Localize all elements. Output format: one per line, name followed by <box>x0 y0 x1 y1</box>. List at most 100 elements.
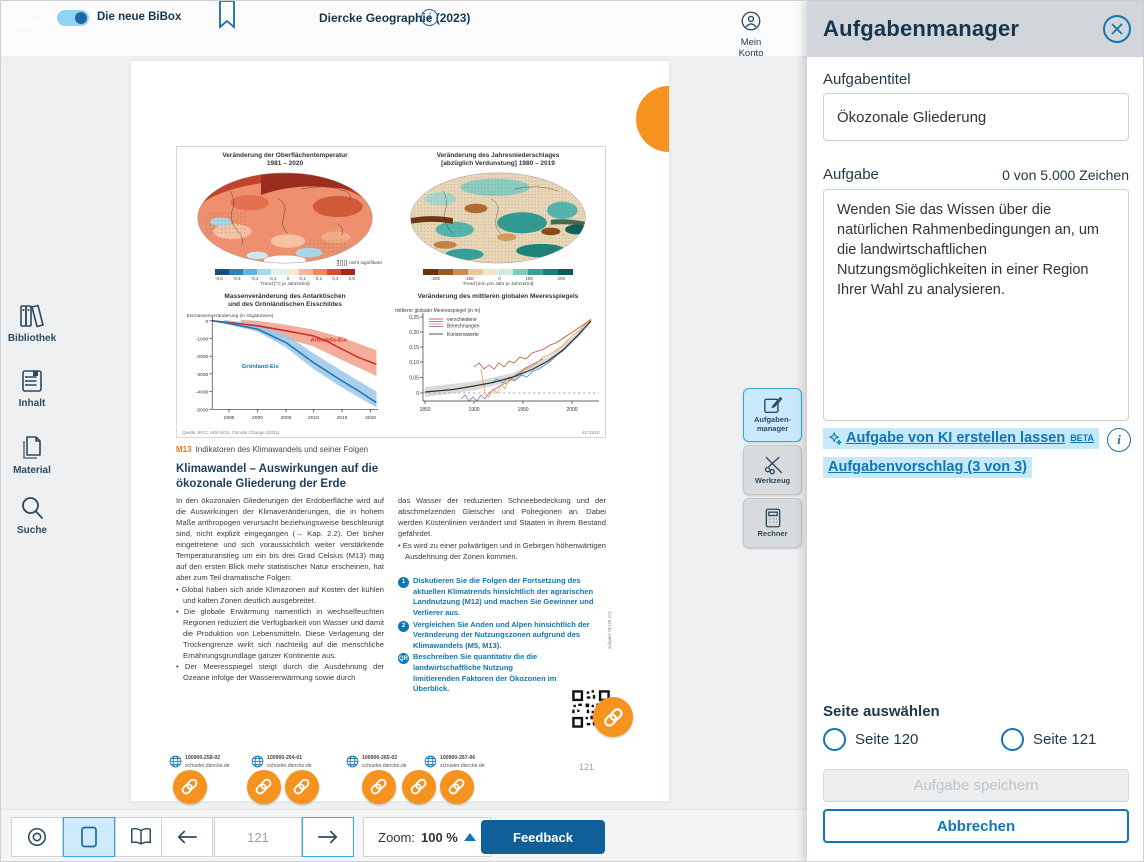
sea-level-legend: verschiedene Berechnungen Konsenswerte <box>429 317 480 338</box>
svg-text:-1000: -1000 <box>196 337 209 343</box>
aufgabenmanager-panel: Aufgabenmanager Aufgabentitel Aufgabe 0 … <box>807 1 1143 861</box>
tool-aufgabenmanager[interactable]: Aufgaben-manager <box>743 388 802 442</box>
weblink-dot-6[interactable] <box>440 770 474 804</box>
close-icon[interactable] <box>1103 15 1131 43</box>
radio-circle <box>823 728 846 751</box>
book-info-icon[interactable]: i <box>421 9 438 26</box>
previous-page-button[interactable] <box>161 817 213 857</box>
material-icon <box>23 436 41 459</box>
svg-text:Antarktis-Eis: Antarktis-Eis <box>311 338 348 344</box>
account-button[interactable]: Mein Konto <box>727 11 775 59</box>
chart-ice-mass: Massenveränderung des Antarktischen und d… <box>183 293 387 427</box>
svg-text:-5000: -5000 <box>196 408 209 414</box>
sidebar-label: Material <box>13 465 51 476</box>
svg-text:0,10: 0,10 <box>409 360 419 366</box>
tool-rechner[interactable]: Rechner <box>743 498 802 548</box>
svg-text:0,20: 0,20 <box>409 330 419 336</box>
temperature-color-scale: -0,6 -0,4 -0,2 -0,1 0 0,1 0,2 0,4 0,6 Trend [°C … <box>215 269 355 287</box>
page-select-radios: Seite 120 Seite 121 <box>823 728 1129 754</box>
text-column-left: In den ökozonalen Gliederungen der Erdob… <box>176 495 384 696</box>
textbook-page: Veränderung der Oberflächentemperatur 198… <box>131 61 669 804</box>
task-number-badge: 1 <box>398 577 409 588</box>
new-bibox-toggle[interactable] <box>57 10 89 26</box>
bibox-logo: BiBox <box>15 17 47 29</box>
sidebar-item-inhalt[interactable]: Inhalt <box>1 368 63 409</box>
sparkle-icon <box>829 432 842 445</box>
sidebar-item-bibliothek[interactable]: Bibliothek <box>1 303 63 344</box>
zoom-control[interactable]: Zoom: 100 % <box>363 817 491 857</box>
weblink-dot-qr[interactable] <box>593 697 633 737</box>
chapter-edge-tab <box>636 86 669 152</box>
sidebar-item-suche[interactable]: Suche <box>1 495 63 536</box>
beta-badge: BETA <box>1070 433 1095 443</box>
radio-seite-120[interactable]: Seite 120 <box>823 728 918 751</box>
world-map-temperature <box>197 172 373 264</box>
ki-create-link[interactable]: Aufgabe von KI erstellen lassen BETA <box>823 428 1100 449</box>
svg-text:0: 0 <box>416 391 419 397</box>
aufgabenvorschlag-link[interactable]: Aufgabenvorschlag (3 von 3) <box>823 457 1033 478</box>
tool-werkzeug[interactable]: Werkzeug <box>743 445 802 495</box>
bookmark-icon[interactable] <box>216 1 238 31</box>
globe-icon <box>169 755 182 768</box>
page-number: 121 <box>579 762 595 772</box>
svg-text:Eismassenveränderung (in Gigat: Eismassenveränderung (in Gigatonnen) <box>187 313 274 319</box>
svg-text:1995: 1995 <box>223 415 234 421</box>
cancel-button[interactable]: Abbrechen <box>823 809 1129 843</box>
svg-text:1850: 1850 <box>419 407 430 413</box>
sidebar-label: Bibliothek <box>7 333 57 344</box>
svg-text:0: 0 <box>206 319 209 325</box>
globe-icon <box>346 755 359 768</box>
chevron-up-icon <box>463 833 476 841</box>
contents-icon <box>22 370 42 392</box>
significance-note: nicht signifikant <box>337 260 382 266</box>
feedback-button[interactable]: Feedback <box>481 820 605 854</box>
svg-text:1950: 1950 <box>517 407 528 413</box>
double-page-view-button[interactable] <box>115 817 167 857</box>
calculator-icon <box>765 508 780 528</box>
title-field-label: Aufgabentitel <box>823 71 911 88</box>
svg-text:-3000: -3000 <box>196 372 209 378</box>
page-heading: Klimawandel – Auswirkungen auf die ökozon… <box>176 463 379 490</box>
weblink-dot-2[interactable] <box>247 770 281 804</box>
task-textarea[interactable]: Wenden Sie das Wissen über die natürlich… <box>823 189 1129 421</box>
weblink-dot-5[interactable] <box>402 770 436 804</box>
precipitation-color-scale: -200 -100 0 100 200 Trend [mm pro Jahr je Ja… <box>423 269 573 287</box>
weblink-dot-1[interactable] <box>173 770 207 804</box>
task-field-label: Aufgabe <box>823 166 879 183</box>
char-counter: 0 von 5.000 Zeichen <box>1002 167 1129 183</box>
topbar: BiBox Die neue BiBox Diercke Geographie … <box>1 1 807 59</box>
svg-text:Grönland-Eis: Grönland-Eis <box>242 364 280 370</box>
svg-text:0,15: 0,15 <box>409 345 419 351</box>
save-task-button[interactable]: Aufgabe speichern <box>823 769 1129 802</box>
weblink-entry-3[interactable]: 100900-265-02 schueler.diercke.de <box>346 755 407 771</box>
weblink-entry-1[interactable]: 100900-258-02 schueler.diercke.de <box>169 755 230 771</box>
sea-level-chart: mittlerer globaler Meeresspiegel (in m) <box>395 308 599 413</box>
arrow-left-icon <box>177 830 197 844</box>
page-select-label: Seite auswählen <box>823 703 940 720</box>
ki-info-icon[interactable]: i <box>1107 428 1131 452</box>
radio-seite-121[interactable]: Seite 121 <box>1001 728 1096 751</box>
toggle-knob <box>75 12 87 24</box>
edit-square-icon <box>763 397 782 414</box>
sidebar-label: Suche <box>16 525 47 536</box>
globe-icon <box>251 755 264 768</box>
weblink-dot-4[interactable] <box>362 770 396 804</box>
svg-text:Berechnungen: Berechnungen <box>447 324 480 330</box>
next-page-button[interactable] <box>302 817 354 857</box>
single-page-view-button[interactable] <box>63 817 115 857</box>
weblink-dot-3[interactable] <box>285 770 319 804</box>
sidebar-item-material[interactable]: Material <box>1 435 63 476</box>
vorschlag-row: Aufgabenvorschlag (3 von 3) <box>823 457 1033 478</box>
focus-mode-button[interactable] <box>11 817 63 857</box>
weblink-entry-4[interactable]: 100900-267-06 schueler.diercke.de <box>424 755 485 771</box>
title-field-input[interactable] <box>823 93 1129 141</box>
map-precipitation: Veränderung des Jahresniederschlages [abz… <box>395 152 601 287</box>
search-icon <box>22 497 43 519</box>
body-text: In den ökozonalen Gliederungen der Erdob… <box>176 495 606 696</box>
page-number-input[interactable] <box>214 817 302 857</box>
task-list: 1 Diskutieren Sie die Folgen der Fortset… <box>398 576 606 695</box>
weblink-entry-2[interactable]: 100900-264-01 schueler.diercke.de <box>251 755 312 771</box>
svg-text:mittlerer globaler Meeresspieg: mittlerer globaler Meeresspiegel (in m) <box>395 308 481 314</box>
sidebar-label: Inhalt <box>18 398 46 409</box>
svg-text:2015: 2015 <box>337 415 348 421</box>
